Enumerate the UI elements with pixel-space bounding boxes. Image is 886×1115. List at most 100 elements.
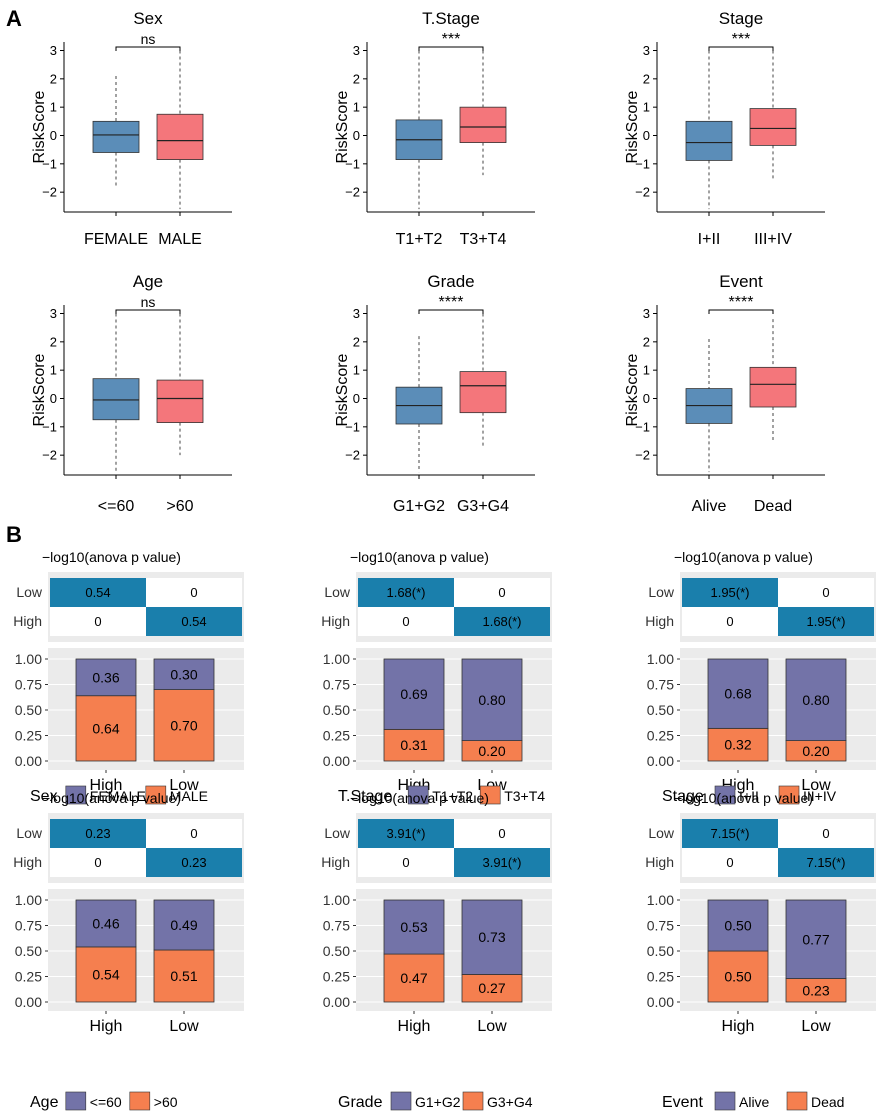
box-<=60: [92, 378, 140, 421]
heatmap-cell-significant: [50, 819, 146, 848]
y-tick-label: 0.25: [647, 969, 674, 985]
bar-I+II: [707, 658, 769, 729]
heatmap-cell-label: 1.68(*): [482, 614, 521, 629]
boxplot-event: Event RiskScore −2 −1 0 1 2 3 Alive Dead ****: [624, 272, 825, 515]
composition-event: −log10(anova p value) 7.15(*) 0 0 7.15(*) Low…: [645, 790, 876, 1111]
heatmap-cell-zero: [454, 578, 550, 607]
significance-bracket: [418, 309, 484, 314]
x-tick-label: III+IV: [754, 231, 792, 248]
heatmap-cell-label: 0: [402, 614, 409, 629]
y-tick-label: 0.25: [15, 969, 42, 985]
composition-tstage: −log10(anova p value) 1.68(*) 0 0 1.68(*) Low…: [321, 549, 552, 805]
bar-Alive: [707, 899, 769, 952]
legend: Grade G1+G2 G3+G4: [338, 1091, 533, 1111]
legend-title: Sex: [30, 788, 58, 805]
legend-title: Event: [662, 1094, 703, 1111]
heatmap-cell-zero: [682, 848, 778, 877]
y-tick-label: −2: [635, 185, 650, 200]
heatmap-row-label: High: [13, 613, 42, 629]
y-tick-label: 0.50: [647, 943, 674, 959]
heatmap-cell-zero: [358, 848, 454, 877]
legend: Event Alive Dead: [662, 1091, 844, 1111]
y-tick-label: 2: [353, 334, 360, 349]
y-tick-label: 1: [50, 100, 57, 115]
heatmap-cell-significant: [50, 578, 146, 607]
y-tick-label: 0.75: [647, 677, 674, 693]
x-tick-label: T3+T4: [460, 231, 507, 248]
x-tick-label: MALE: [158, 231, 202, 248]
heatmap-cell-label: 3.91(*): [386, 826, 425, 841]
heatmap-cell-label: 0.23: [181, 855, 206, 870]
heatmap-cell-label: 1.95(*): [806, 614, 845, 629]
heatmap-cell-label: 3.91(*): [482, 855, 521, 870]
significance-bracket: [708, 309, 774, 314]
significance-label: ns: [141, 31, 156, 47]
heatmap-cell-zero: [50, 848, 146, 877]
y-tick-label: 0.50: [323, 943, 350, 959]
legend-label: G3+G4: [487, 1094, 533, 1110]
x-tick-label: Low: [169, 777, 199, 794]
bar-I+II: [785, 658, 847, 741]
x-tick-label: High: [722, 1018, 755, 1035]
heatmap-cell-zero: [146, 819, 242, 848]
bar-value-label: 0.32: [724, 737, 751, 753]
x-tick-label: I+II: [698, 231, 721, 248]
box->60: [156, 379, 204, 423]
panel-label-b: B: [6, 522, 22, 547]
heatmap-cell-label: 7.15(*): [806, 855, 845, 870]
bar-Dead: [707, 950, 769, 1003]
legend-label: I+II: [739, 788, 759, 804]
plot-title: Event: [719, 272, 763, 291]
y-tick-label: 0.25: [15, 728, 42, 744]
y-tick-label: 1.00: [647, 892, 674, 908]
legend-label: G1+G2: [415, 1094, 461, 1110]
y-axis-label: RiskScore: [31, 90, 48, 163]
heatmap-cell-label: 0: [822, 585, 829, 600]
heatmap-row-label: High: [645, 854, 674, 870]
composition-stage: −log10(anova p value) 1.95(*) 0 0 1.95(*) Low…: [645, 549, 876, 805]
y-tick-label: 0.00: [15, 994, 42, 1010]
y-tick-label: 0.00: [647, 994, 674, 1010]
x-tick-label: Low: [477, 1018, 507, 1035]
bar-T3+T4: [383, 728, 445, 762]
legend-swatch-top: [714, 785, 736, 805]
heatmap-cell-label: 0: [726, 855, 733, 870]
box-FEMALE: [92, 120, 140, 153]
bar-value-label: 0.73: [478, 929, 505, 945]
y-tick-label: 0.50: [323, 702, 350, 718]
heatmap-cell-zero: [778, 819, 874, 848]
box-G3+G4: [459, 371, 507, 414]
bar-T1+T2: [383, 658, 445, 730]
significance-bracket: [115, 309, 181, 314]
box-III+IV: [749, 108, 797, 146]
significance-label: ****: [439, 294, 464, 311]
legend-label: MALE: [170, 788, 208, 804]
bar-value-label: 0.54: [92, 966, 119, 982]
x-tick-label: Low: [801, 777, 831, 794]
box-MALE: [156, 113, 204, 160]
x-tick-label: Low: [801, 1018, 831, 1035]
legend-swatch-bottom: [145, 785, 167, 805]
legend-swatch-top: [390, 1091, 412, 1111]
heatmap-row-label: High: [645, 613, 674, 629]
x-tick-label: <=60: [98, 498, 135, 515]
heatmap-cell-label: 0: [498, 585, 505, 600]
x-tick-label: >60: [166, 498, 193, 515]
y-tick-label: 0.75: [15, 677, 42, 693]
heatmap-cell-label: 0.23: [85, 826, 110, 841]
y-tick-label: 3: [50, 306, 57, 321]
x-tick-label: Alive: [692, 498, 727, 515]
plot-title: Stage: [719, 9, 763, 28]
bar-value-label: 0.70: [170, 717, 197, 733]
plot-title: Grade: [427, 272, 474, 291]
heatmap-cell-zero: [50, 607, 146, 636]
heatmap-cell-label: 0: [94, 855, 101, 870]
bar-MALE: [75, 695, 137, 762]
heatmap-cell-significant: [778, 607, 874, 636]
y-tick-label: −1: [635, 419, 650, 434]
y-tick-label: 0.50: [647, 702, 674, 718]
heatmap-cell-label: 0: [190, 826, 197, 841]
y-tick-label: 0: [50, 391, 57, 406]
y-tick-label: 2: [643, 334, 650, 349]
